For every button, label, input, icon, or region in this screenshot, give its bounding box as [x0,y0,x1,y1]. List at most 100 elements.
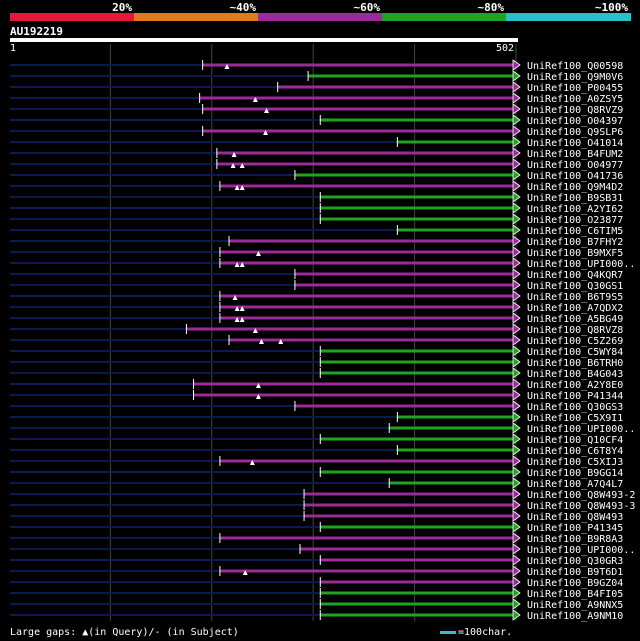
hit-row[interactable]: UniRef100_C5X9I1 [10,411,623,424]
hit-label[interactable]: UniRef100_P41344 [527,391,623,402]
hit-row[interactable]: UniRef100_O41014 [10,136,623,149]
hit-row[interactable]: UniRef100_Q9M0V6 [10,70,623,83]
hit-label[interactable]: UniRef100_C5WY84 [527,347,623,358]
hit-label[interactable]: UniRef100_B4G043 [527,369,623,380]
hit-row[interactable]: UniRef100_B9GZ04 [10,576,623,589]
hit-label[interactable]: UniRef100_Q10CF4 [527,435,623,446]
hit-label[interactable]: UniRef100_Q8W493-2 [527,490,635,501]
hit-label[interactable]: UniRef100_A9NNX5 [527,600,623,611]
hit-label[interactable]: UniRef100_Q9M4D2 [527,182,623,193]
hit-row[interactable]: UniRef100_A7Q4L7 [10,477,623,490]
hit-label[interactable]: UniRef100_C5X9I1 [527,413,623,424]
hit-label[interactable]: UniRef100_UPI000.. [527,259,635,270]
hit-row[interactable]: UniRef100_B4FI05 [10,587,623,600]
hit-label[interactable]: UniRef100_P41345 [527,523,623,534]
hit-row[interactable]: UniRef100_O04977 [10,158,623,171]
hit-row[interactable]: UniRef100_B9GG14 [10,466,623,479]
hit-row[interactable]: UniRef100_UPI000.. [10,543,635,556]
hit-label[interactable]: UniRef100_UPI000.. [527,424,635,435]
hit-label[interactable]: UniRef100_B9MXF5 [527,248,623,259]
hit-label[interactable]: UniRef100_B9T6D1 [527,567,623,578]
hit-label[interactable]: UniRef100_Q9SLP6 [527,127,623,138]
hit-row[interactable]: UniRef100_A9NNX5 [10,598,623,611]
hit-label[interactable]: UniRef100_B9GG14 [527,468,623,479]
hit-label[interactable]: UniRef100_A2Y8E0 [527,380,623,391]
hit-row[interactable]: UniRef100_Q4KQR7 [10,268,623,281]
hit-row[interactable]: UniRef100_Q9SLP6 [10,125,623,138]
hit-row[interactable]: UniRef100_O04397 [10,114,623,127]
hit-label[interactable]: UniRef100_A7Q4L7 [527,479,623,490]
hit-row[interactable]: UniRef100_UPI000.. [10,422,635,435]
hit-row[interactable]: UniRef100_P41345 [10,521,623,534]
hit-label[interactable]: UniRef100_A7QDX2 [527,303,623,314]
hit-row[interactable]: UniRef100_B4G043 [10,367,623,380]
hit-label[interactable]: UniRef100_B6TRH0 [527,358,623,369]
hit-label[interactable]: UniRef100_B9GZ04 [527,578,623,589]
hit-row[interactable]: UniRef100_A2YI62 [10,202,623,215]
hit-label[interactable]: UniRef100_Q8W493-3 [527,501,635,512]
hit-row[interactable]: UniRef100_Q8W493 [10,510,623,523]
hit-label[interactable]: UniRef100_Q8RVZ9 [527,105,623,116]
hit-row[interactable]: UniRef100_Q30GS1 [10,279,623,292]
hit-label[interactable]: UniRef100_B4FI05 [527,589,623,600]
hit-label[interactable]: UniRef100_A0ZSY5 [527,94,623,105]
hit-row[interactable]: UniRef100_UPI000.. [10,257,635,270]
hit-row[interactable]: UniRef100_A2Y8E0 [10,378,623,391]
hit-label[interactable]: UniRef100_C6T8Y4 [527,446,623,457]
hit-label[interactable]: UniRef100_Q30GS1 [527,281,623,292]
hit-row[interactable]: UniRef100_A9NM10 [10,609,623,622]
hit-row[interactable]: UniRef100_B6TRH0 [10,356,623,369]
hit-row[interactable]: UniRef100_B7FHY2 [10,235,623,248]
hit-row[interactable]: UniRef100_P00455 [10,81,623,94]
hit-row[interactable]: UniRef100_C5Z269 [10,334,623,347]
hit-row[interactable]: UniRef100_O41736 [10,169,623,182]
hit-label[interactable]: UniRef100_C5Z269 [527,336,623,347]
hit-label[interactable]: UniRef100_C6TIM5 [527,226,623,237]
hit-label[interactable]: UniRef100_Q30GR3 [527,556,623,567]
hit-row[interactable]: UniRef100_C6T8Y4 [10,444,623,457]
hit-row[interactable]: UniRef100_B6T9S5 [10,290,623,303]
hit-label[interactable]: UniRef100_O23877 [527,215,623,226]
hit-label[interactable]: UniRef100_O04977 [527,160,623,171]
hit-row[interactable]: UniRef100_P41344 [10,389,623,402]
hit-label[interactable]: UniRef100_O04397 [527,116,623,127]
hit-label[interactable]: UniRef100_B9SB31 [527,193,623,204]
hit-row[interactable]: UniRef100_Q30GS3 [10,400,623,413]
hit-label[interactable]: UniRef100_C5XIJ3 [527,457,623,468]
hit-row[interactable]: UniRef100_B9T6D1 [10,565,623,578]
hit-label[interactable]: UniRef100_Q8RVZ8 [527,325,623,336]
hit-label[interactable]: UniRef100_Q30GS3 [527,402,623,413]
hit-row[interactable]: UniRef100_Q8W493-3 [10,499,635,512]
hit-label[interactable]: UniRef100_B9R8A3 [527,534,623,545]
hit-row[interactable]: UniRef100_A5BG49 [10,312,623,325]
hit-row[interactable]: UniRef100_Q9M4D2 [10,180,623,193]
hit-row[interactable]: UniRef100_A7QDX2 [10,301,623,314]
hit-label[interactable]: UniRef100_Q00598 [527,61,623,72]
hit-row[interactable]: UniRef100_B9MXF5 [10,246,623,259]
hit-label[interactable]: UniRef100_A2YI62 [527,204,623,215]
hit-label[interactable]: UniRef100_Q9M0V6 [527,72,623,83]
hit-label[interactable]: UniRef100_O41014 [527,138,623,149]
hit-row[interactable]: UniRef100_Q10CF4 [10,433,623,446]
hit-row[interactable]: UniRef100_Q00598 [10,59,623,72]
hit-row[interactable]: UniRef100_C5XIJ3 [10,455,623,468]
hit-row[interactable]: UniRef100_B4FUM2 [10,147,623,160]
hit-row[interactable]: UniRef100_C6TIM5 [10,224,623,237]
hit-label[interactable]: UniRef100_P00455 [527,83,623,94]
hit-row[interactable]: UniRef100_Q8RVZ8 [10,323,623,336]
hit-row[interactable]: UniRef100_Q8W493-2 [10,488,635,501]
hit-label[interactable]: UniRef100_A5BG49 [527,314,623,325]
hit-label[interactable]: UniRef100_A9NM10 [527,611,623,622]
hit-row[interactable]: UniRef100_B9R8A3 [10,532,623,545]
hit-label[interactable]: UniRef100_B7FHY2 [527,237,623,248]
hit-label[interactable]: UniRef100_B4FUM2 [527,149,623,160]
hit-row[interactable]: UniRef100_Q8RVZ9 [10,103,623,116]
hit-row[interactable]: UniRef100_Q30GR3 [10,554,623,567]
hit-row[interactable]: UniRef100_A0ZSY5 [10,92,623,105]
hit-row[interactable]: UniRef100_O23877 [10,213,623,226]
hit-row[interactable]: UniRef100_C5WY84 [10,345,623,358]
hit-label[interactable]: UniRef100_UPI000.. [527,545,635,556]
hit-label[interactable]: UniRef100_Q4KQR7 [527,270,623,281]
hit-label[interactable]: UniRef100_O41736 [527,171,623,182]
hit-label[interactable]: UniRef100_Q8W493 [527,512,623,523]
